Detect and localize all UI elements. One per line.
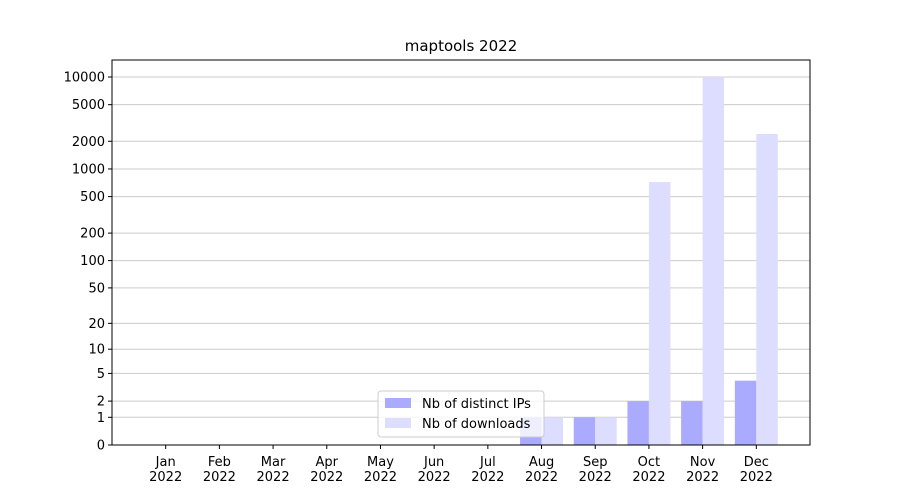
y-tick-label: 10000 — [64, 70, 105, 85]
y-tick-label: 200 — [80, 227, 105, 242]
bar — [541, 417, 564, 445]
y-tick-label: 2000 — [72, 135, 105, 150]
x-tick-label: Mar 2022 — [257, 455, 290, 485]
bar — [681, 401, 703, 445]
x-tick-label: Aug 2022 — [525, 455, 558, 485]
bar — [756, 133, 778, 445]
legend-box — [377, 390, 545, 438]
y-tick-label: 1000 — [72, 162, 105, 177]
y-tick-label: 10 — [88, 343, 105, 358]
x-tick-label: Jun 2022 — [418, 455, 451, 485]
bar — [702, 76, 725, 446]
x-tick-label: Jul 2022 — [471, 455, 504, 485]
chart-title: maptools 2022 — [405, 37, 518, 55]
y-tick-label: 5000 — [72, 98, 105, 113]
x-tick-label: Jan 2022 — [149, 455, 182, 485]
y-tick-label: 100 — [80, 254, 105, 269]
legend-swatch — [385, 418, 411, 428]
y-tick-label: 5 — [97, 367, 105, 382]
y-tick-label: 500 — [80, 190, 105, 205]
bar — [595, 417, 617, 445]
bar — [648, 182, 671, 445]
bar — [627, 401, 649, 445]
y-tick-label: 2 — [97, 395, 105, 410]
x-tick-label: Nov 2022 — [686, 455, 719, 485]
y-tick-label: 20 — [88, 317, 105, 332]
y-tick-label: 1 — [97, 411, 105, 426]
plot-frame — [111, 59, 811, 446]
x-tick-label: Dec 2022 — [740, 455, 773, 485]
legend-label: Nb of distinct IPs — [422, 397, 531, 412]
x-tick-label: Sep 2022 — [579, 455, 612, 485]
x-tick-label: Oct 2022 — [632, 455, 665, 485]
y-tick-label: 0 — [97, 439, 105, 454]
x-tick-label: Apr 2022 — [310, 455, 343, 485]
x-tick-label: May 2022 — [364, 455, 397, 485]
legend-swatch — [385, 398, 411, 408]
x-tick-label: Feb 2022 — [203, 455, 236, 485]
y-tick-label: 50 — [88, 281, 105, 296]
bar — [573, 417, 596, 445]
bar — [734, 380, 757, 445]
legend: Nb of distinct IPs Nb of downloads — [377, 390, 545, 438]
legend-label: Nb of downloads — [422, 417, 531, 432]
